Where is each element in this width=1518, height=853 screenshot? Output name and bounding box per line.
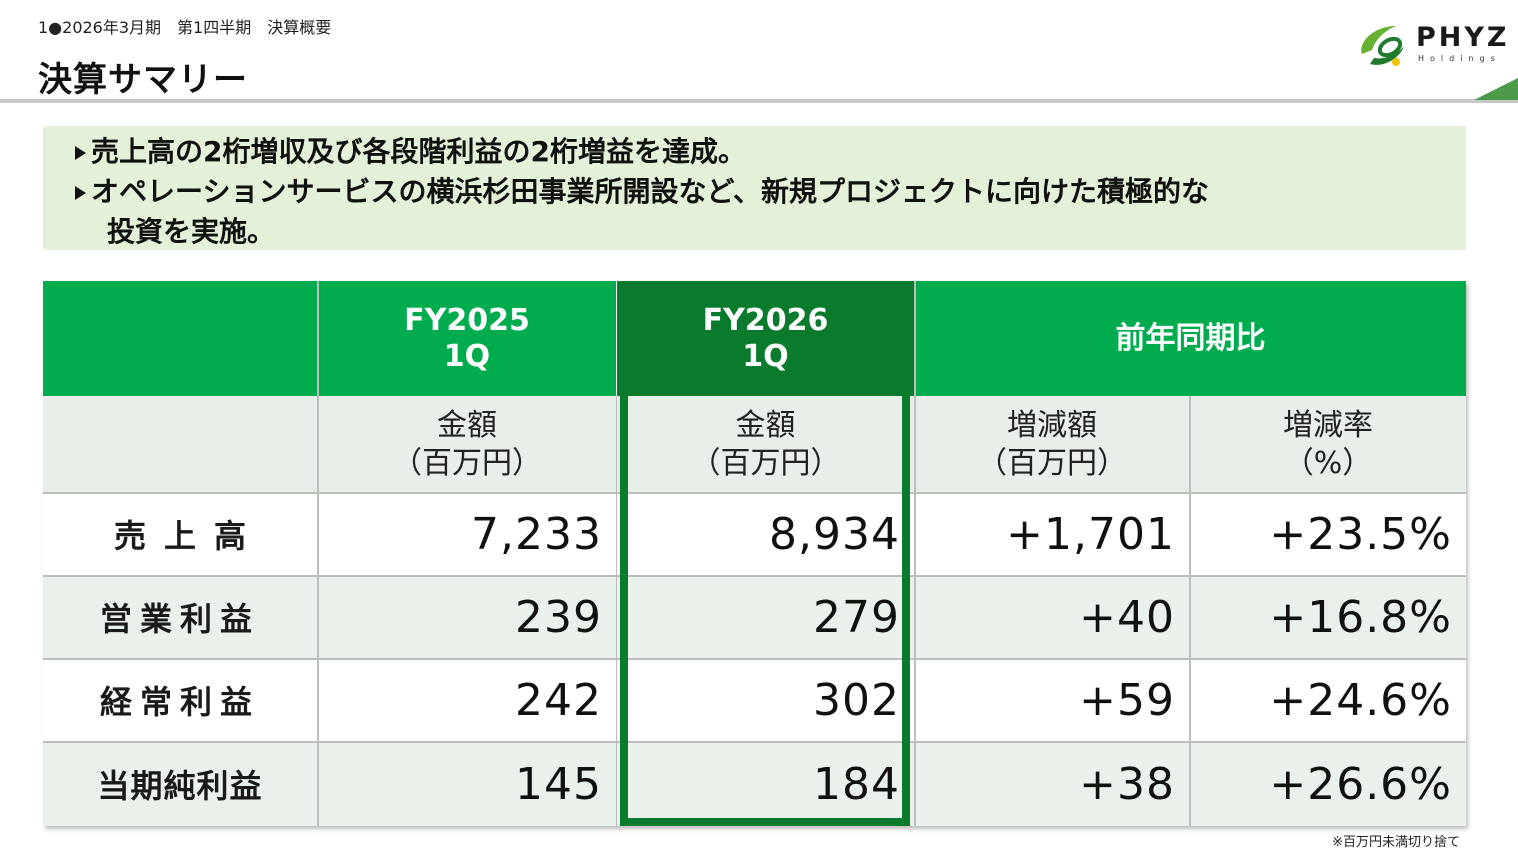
grid-line — [43, 658, 1466, 660]
subheader-percent-label: （%） — [1283, 445, 1373, 481]
cell-operating-rate: +16.8% — [1190, 576, 1466, 658]
cell-ordinary-fy2025: 242 — [318, 659, 616, 741]
grid-line — [616, 396, 617, 826]
cell-sales-fy2026: 8,934 — [617, 493, 914, 575]
value-text: 242 — [515, 674, 602, 726]
value-text: +24.6% — [1269, 674, 1452, 726]
summary-bullet-1-text: 売上高の2桁増収及び各段階利益の2桁増益を達成。 — [91, 135, 746, 168]
value-text: 279 — [813, 591, 900, 643]
grid-line — [43, 741, 1466, 743]
cell-net-fy2026: 184 — [617, 742, 914, 826]
value-text: +59 — [1079, 674, 1175, 726]
cell-ordinary-change: +59 — [915, 659, 1189, 741]
grid-line — [914, 281, 916, 826]
logo-mark-icon — [1361, 26, 1404, 66]
header-fy2025-quarter: 1Q — [443, 338, 491, 374]
grid-line — [317, 281, 319, 826]
summary-box: 売上高の2桁増収及び各段階利益の2桁増益を達成。 オペレーションサービスの横浜杉… — [43, 126, 1466, 250]
header-fy2026-year: FY2026 — [702, 302, 829, 338]
grid-line — [43, 575, 1466, 577]
header-fy2025: FY2025 1Q — [318, 281, 616, 396]
header-fy2026-quarter: 1Q — [742, 338, 789, 374]
subheader-unit-label: （百万円） — [392, 445, 542, 481]
value-text: 7,233 — [471, 508, 602, 560]
subheader-fy2025-amount: 金額 （百万円） — [318, 396, 616, 493]
header-yoy: 前年同期比 — [915, 281, 1466, 396]
subheader-change: 増減額 （百万円） — [915, 396, 1189, 493]
cell-operating-fy2025: 239 — [318, 576, 616, 658]
row-label-operating-profit: 営業利益 — [43, 576, 317, 658]
value-text: +16.8% — [1269, 591, 1452, 643]
row-label-sales: 売上高 — [43, 493, 317, 575]
cell-net-fy2025: 145 — [318, 742, 616, 826]
bullet-triangle-icon — [75, 146, 86, 160]
cell-sales-change: +1,701 — [915, 493, 1189, 575]
footnote: ※百万円未満切り捨て — [1332, 835, 1460, 850]
summary-bullet-1: 売上高の2桁増収及び各段階利益の2桁増益を達成。 — [75, 132, 1466, 172]
summary-bullet-2-text: オペレーションサービスの横浜杉田事業所開設など、新規プロジェクトに向けた積極的な — [91, 175, 1210, 208]
subheader-rate-label: 増減率 — [1283, 407, 1373, 443]
subheader-fy2026-amount: 金額 （百万円） — [617, 396, 914, 493]
value-text: +1,701 — [1006, 508, 1175, 560]
value-text: 184 — [813, 758, 900, 810]
header-yoy-label: 前年同期比 — [1115, 320, 1266, 356]
cell-ordinary-fy2026: 302 — [617, 659, 914, 741]
financial-summary-table: FY2025 1Q FY2026 1Q 前年同期比 金額 （百万円） 金額 （百… — [43, 281, 1466, 826]
subheader-amount-label: 金額 — [437, 407, 497, 443]
grid-line — [43, 492, 1466, 494]
summary-bullet-2-continuation: 投資を実施。 — [107, 215, 276, 248]
subheader-change-label: 増減額 — [1007, 407, 1097, 443]
subheader-unit-label: （百万円） — [977, 445, 1127, 481]
cell-net-rate: +26.6% — [1190, 742, 1466, 826]
row-label-text: 当期純利益 — [97, 767, 263, 805]
cell-sales-rate: +23.5% — [1190, 493, 1466, 575]
bullet-triangle-icon — [75, 186, 86, 200]
value-text: +40 — [1079, 591, 1175, 643]
cell-sales-fy2025: 7,233 — [318, 493, 616, 575]
logo-subtext: Holdings — [1418, 54, 1501, 63]
title-divider — [0, 99, 1518, 103]
corner-accent-shape — [1474, 78, 1518, 100]
subheader-empty-cell — [43, 396, 317, 493]
value-text: 302 — [813, 674, 900, 726]
subheader-unit-label: （百万円） — [690, 445, 841, 481]
value-text: 8,934 — [769, 508, 900, 560]
row-label-text: 経常利益 — [99, 683, 260, 721]
cell-operating-change: +40 — [915, 576, 1189, 658]
page-title: 決算サマリー — [38, 60, 248, 100]
row-label-net-income: 当期純利益 — [43, 742, 317, 826]
value-text: +23.5% — [1269, 508, 1452, 560]
header-fy2026: FY2026 1Q — [617, 281, 914, 396]
grid-line — [1189, 396, 1191, 826]
cell-net-change: +38 — [915, 742, 1189, 826]
cell-operating-fy2026: 279 — [617, 576, 914, 658]
row-label-ordinary-profit: 経常利益 — [43, 659, 317, 741]
row-label-text: 営業利益 — [99, 600, 260, 638]
header-fy2025-year: FY2025 — [404, 302, 530, 338]
value-text: +26.6% — [1269, 758, 1452, 810]
cell-ordinary-rate: +24.6% — [1190, 659, 1466, 741]
header-empty-cell — [43, 281, 317, 396]
subheader-rate: 増減率 （%） — [1190, 396, 1466, 493]
value-text: 239 — [515, 591, 602, 643]
row-label-text: 売上高 — [113, 517, 264, 555]
value-text: +38 — [1079, 758, 1175, 810]
breadcrumb: 1●2026年3月期 第1四半期 決算概要 — [38, 18, 332, 37]
company-logo: PHYZ Holdings — [1356, 20, 1511, 72]
logo-wordmark: PHYZ — [1416, 22, 1510, 53]
summary-bullet-2: オペレーションサービスの横浜杉田事業所開設など、新規プロジェクトに向けた積極的な — [75, 172, 1466, 212]
subheader-amount-label: 金額 — [735, 407, 796, 443]
value-text: 145 — [515, 758, 602, 810]
